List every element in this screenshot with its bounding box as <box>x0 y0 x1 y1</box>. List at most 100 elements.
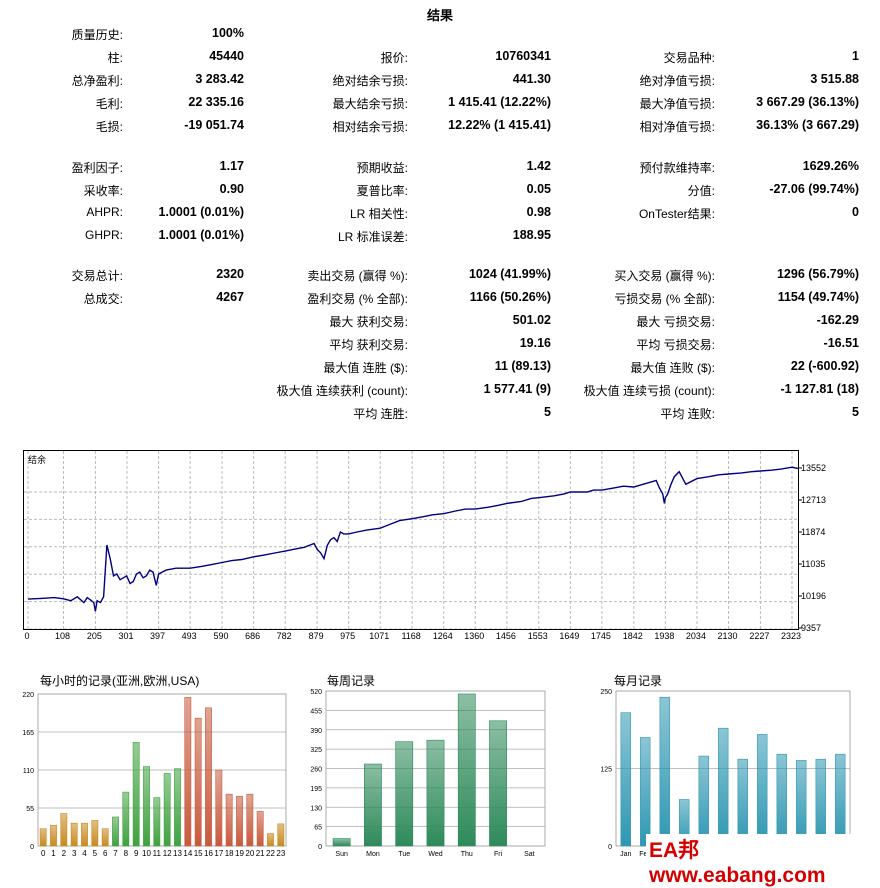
bar <box>256 811 264 847</box>
col1-label: 采收率: <box>83 184 123 198</box>
x-tick-label: 15 <box>194 849 203 858</box>
x-tick-label: 19 <box>235 849 244 858</box>
col1-label: 交易总计: <box>71 269 123 283</box>
bar <box>70 822 78 847</box>
col2-value: 441.30 <box>512 72 551 86</box>
col2-label: 极大值 连续获利 (count): <box>276 384 408 398</box>
col1-value: 3 283.42 <box>195 72 244 86</box>
col1-value: -19 051.74 <box>184 118 244 132</box>
col2-label: 最大结余亏损: <box>332 97 408 111</box>
stats-panel: 质量历史: 100% 柱: 45440 总净盈利: 3 283.42 毛利: 22 335.1… <box>0 0 880 430</box>
bar <box>236 795 243 847</box>
col2-label: 报价: <box>380 51 408 65</box>
bar <box>364 763 382 847</box>
col1-value: 100% <box>212 26 244 40</box>
col3-label: 分值: <box>687 184 715 198</box>
x-tick-label: 6 <box>103 849 108 858</box>
col3-label: 买入交易 (赢得 %): <box>614 269 715 283</box>
x-tick-label: 1168 <box>401 631 420 641</box>
balance-legend: 结余 <box>28 455 47 465</box>
x-tick-label: 5 <box>93 849 98 858</box>
x-tick-label: 10 <box>142 849 151 858</box>
y-tick-label: 65 <box>314 825 322 832</box>
col3-value: 5 <box>852 405 859 419</box>
col2-label: 夏普比率: <box>356 184 408 198</box>
x-tick-label: 782 <box>277 631 292 641</box>
x-tick-label: 686 <box>245 631 260 641</box>
bar <box>225 793 233 847</box>
bar <box>489 720 507 847</box>
bar <box>81 822 88 847</box>
col3-value: -16.51 <box>823 336 859 350</box>
col2-value: 188.95 <box>512 228 551 242</box>
x-tick-label: 397 <box>150 631 165 641</box>
y-tick-label: 11874 <box>801 527 825 537</box>
x-tick-label: 4 <box>82 849 87 858</box>
bar <box>659 696 670 847</box>
bar <box>39 828 47 847</box>
x-tick-label: 590 <box>214 631 229 641</box>
col2-value: 501.02 <box>512 313 551 327</box>
x-tick-label: 9 <box>134 849 139 858</box>
y-tick-label: 110 <box>23 768 34 775</box>
bar <box>640 737 651 847</box>
col2-label: 预期收益: <box>356 161 408 175</box>
y-tick-label: 165 <box>22 730 34 737</box>
col2-label: 相对结余亏损: <box>332 120 408 134</box>
x-tick-label: 975 <box>340 631 355 641</box>
col3-value: 1 <box>852 49 859 63</box>
x-tick-label: 1071 <box>369 631 389 641</box>
col3-value: 1629.26% <box>802 159 859 173</box>
x-tick-label: 1842 <box>623 631 643 641</box>
x-tick-label: 20 <box>245 849 254 858</box>
bar <box>395 741 414 847</box>
col2-value: 1 415.41 (12.22%) <box>448 95 551 109</box>
x-tick-label: 17 <box>214 849 223 858</box>
col2-value: 1024 (41.99%) <box>468 267 551 281</box>
balance-y-axis: 9357 10196 11035 11874 12713 13552 <box>798 463 826 633</box>
col3-label: OnTester结果: <box>638 207 715 221</box>
col3-value: 22 (-600.92) <box>790 359 859 373</box>
col1-value: 2320 <box>216 267 244 281</box>
x-tick-label: 3 <box>72 849 77 858</box>
col1-value: 1.17 <box>219 159 244 173</box>
col3-label: 最大值 连败 ($): <box>630 361 715 375</box>
bar <box>835 753 846 847</box>
bar <box>163 773 171 847</box>
x-tick-label: 21 <box>256 849 265 858</box>
bar <box>737 758 748 847</box>
col1-value: 45440 <box>209 49 244 63</box>
bar <box>776 753 787 847</box>
col2-label: 盈利交易 (% 全部): <box>307 292 408 306</box>
bar <box>153 797 161 847</box>
col2-label: LR 标准误差: <box>337 230 408 244</box>
col3-value: 1154 (49.74%) <box>777 290 859 304</box>
col1-value: 1.0001 (0.01%) <box>158 205 244 219</box>
x-tick-label: 18 <box>225 849 234 858</box>
bar <box>426 739 445 847</box>
bar <box>267 833 274 847</box>
bar <box>101 828 109 847</box>
col3-value: -162.29 <box>816 313 859 327</box>
balance-series-line <box>27 463 815 612</box>
x-tick-label: 22 <box>266 849 275 858</box>
x-tick-label: 11 <box>153 849 162 858</box>
col3-label: 最大净值亏损: <box>639 97 715 111</box>
col3-label: 相对净值亏损: <box>639 120 715 134</box>
col2-value: 19.16 <box>519 336 551 350</box>
y-tick-label: 195 <box>310 786 322 793</box>
col3-label: 极大值 连续亏损 (count): <box>583 384 715 398</box>
x-tick-label: Feb <box>639 851 651 858</box>
x-tick-label: 1553 <box>528 631 548 641</box>
x-tick-label: 879 <box>309 631 324 641</box>
bar <box>815 758 826 847</box>
col1-value: 1.0001 (0.01%) <box>158 228 244 242</box>
col3-label: 最大 亏损交易: <box>636 315 715 329</box>
bar <box>205 707 212 847</box>
hourly-chart-title: 每小时的记录(亚洲,欧洲,USA) <box>40 674 200 688</box>
col2-value: 11 (89.13) <box>494 359 551 373</box>
bar <box>757 734 768 847</box>
col3-label: 平均 连败: <box>660 407 715 421</box>
col3-value: 1296 (56.79%) <box>776 267 859 281</box>
y-tick-label: 220 <box>22 692 34 699</box>
